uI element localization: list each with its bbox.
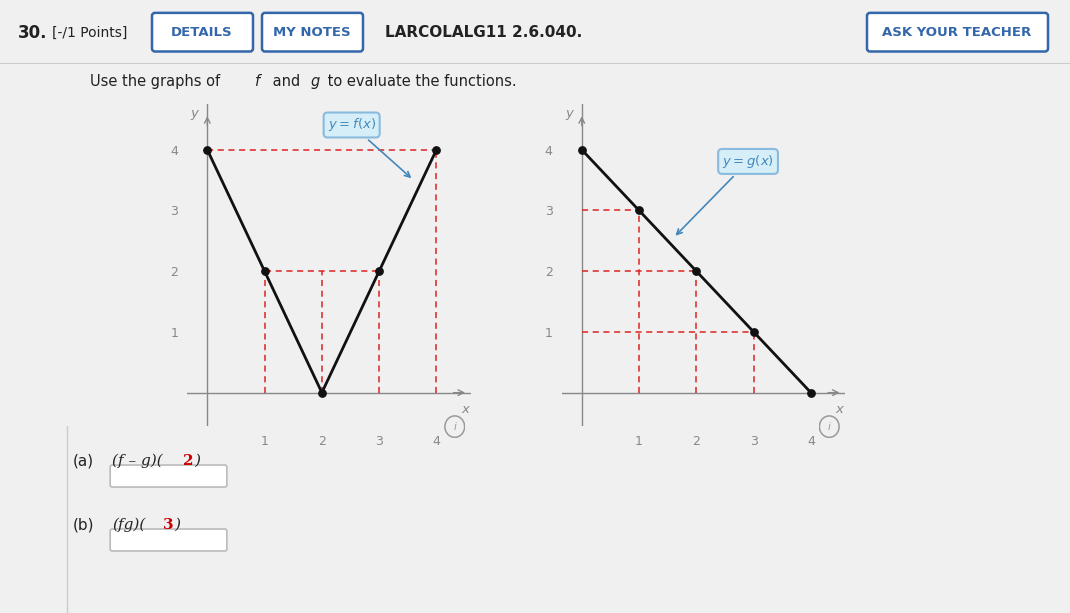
Text: $y = f(x)$: $y = f(x)$ — [327, 116, 410, 177]
Text: Use the graphs of: Use the graphs of — [90, 74, 225, 89]
Point — [428, 145, 445, 154]
Point — [802, 388, 820, 398]
Text: 30.: 30. — [18, 24, 47, 42]
Point — [630, 205, 647, 215]
Text: LARCOLALG11 2.6.040.: LARCOLALG11 2.6.040. — [385, 25, 582, 40]
Point — [574, 145, 591, 154]
Text: 3: 3 — [163, 518, 173, 532]
Point — [688, 266, 705, 276]
Text: (fg)(: (fg)( — [112, 518, 146, 532]
Point — [256, 266, 273, 276]
Text: [-/1 Points]: [-/1 Points] — [52, 26, 127, 40]
Text: x: x — [836, 403, 843, 416]
Point — [314, 388, 331, 398]
Text: y: y — [565, 107, 574, 120]
Text: $y = g(x)$: $y = g(x)$ — [676, 153, 774, 235]
Text: ): ) — [195, 454, 201, 468]
Text: g: g — [311, 74, 320, 89]
Text: 2: 2 — [183, 454, 194, 468]
Text: y: y — [190, 107, 199, 120]
Text: ASK YOUR TEACHER: ASK YOUR TEACHER — [883, 26, 1031, 39]
Point — [745, 327, 762, 337]
Text: MY NOTES: MY NOTES — [273, 26, 351, 39]
Text: i: i — [828, 422, 830, 432]
FancyBboxPatch shape — [110, 529, 227, 551]
FancyBboxPatch shape — [110, 465, 227, 487]
Text: f: f — [255, 74, 260, 89]
Text: (b): (b) — [73, 517, 94, 533]
Text: i: i — [454, 422, 456, 432]
Text: and: and — [268, 74, 305, 89]
Text: DETAILS: DETAILS — [171, 26, 233, 39]
FancyBboxPatch shape — [152, 13, 253, 51]
Point — [370, 266, 387, 276]
Text: to evaluate the functions.: to evaluate the functions. — [323, 74, 517, 89]
Text: (f – g)(: (f – g)( — [112, 454, 163, 468]
Point — [199, 145, 216, 154]
Text: x: x — [461, 403, 469, 416]
Text: ): ) — [174, 518, 181, 532]
FancyBboxPatch shape — [867, 13, 1048, 51]
FancyBboxPatch shape — [262, 13, 363, 51]
Text: (a): (a) — [73, 454, 94, 468]
